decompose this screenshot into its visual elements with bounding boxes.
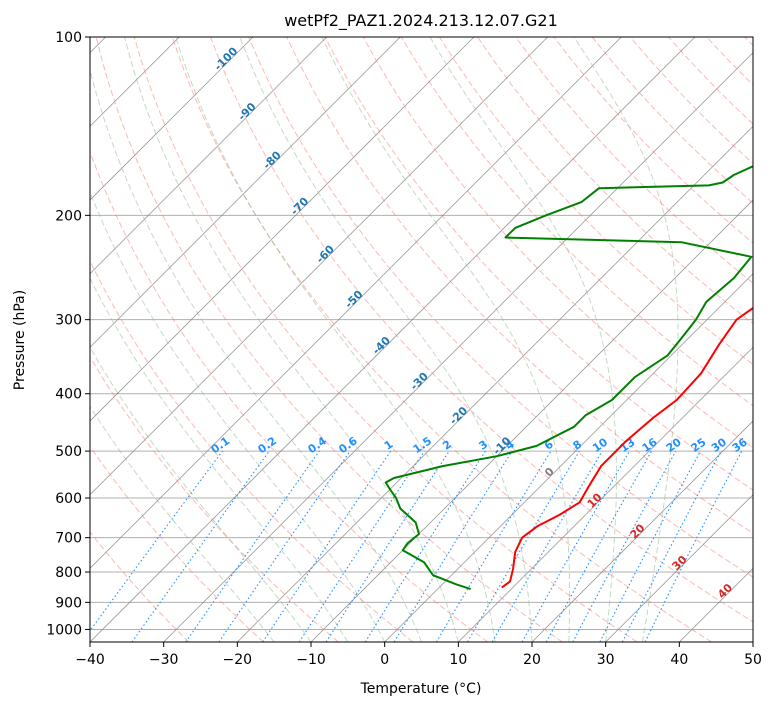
- y-tick-label: 300: [55, 313, 82, 329]
- y-axis: 1000 900 800 700 600 500 400 300 200 100: [46, 30, 90, 638]
- y-tick-label: 700: [55, 531, 82, 547]
- x-tick-label: −10: [296, 652, 326, 668]
- x-tick-label: 20: [523, 652, 541, 668]
- x-tick-label: 40: [670, 652, 688, 668]
- x-tick-label: 10: [449, 652, 467, 668]
- y-tick-label: 800: [55, 565, 82, 581]
- y-tick-label: 400: [55, 387, 82, 403]
- plot-background: [90, 37, 753, 642]
- isotherm-line: [753, 37, 775, 642]
- x-tick-label: 0: [380, 652, 389, 668]
- chart-title: wetPf2_PAZ1.2024.213.12.07.G21: [284, 11, 558, 31]
- x-axis: −40 −30 −20 −10 0 10 20 30 40 50: [75, 642, 762, 668]
- x-tick-label: −20: [223, 652, 253, 668]
- y-tick-label: 200: [55, 208, 82, 224]
- x-tick-label: −40: [75, 652, 105, 668]
- y-axis-label: Pressure (hPa): [12, 290, 28, 390]
- y-tick-label: 600: [55, 491, 82, 507]
- y-tick-label: 1000: [46, 622, 82, 638]
- x-tick-label: 50: [744, 652, 762, 668]
- x-tick-label: 30: [597, 652, 615, 668]
- y-tick-label: 100: [55, 30, 82, 46]
- y-tick-label: 500: [55, 444, 82, 460]
- x-axis-label: Temperature (°C): [360, 681, 482, 697]
- x-tick-label: −30: [149, 652, 179, 668]
- y-tick-label: 900: [55, 595, 82, 611]
